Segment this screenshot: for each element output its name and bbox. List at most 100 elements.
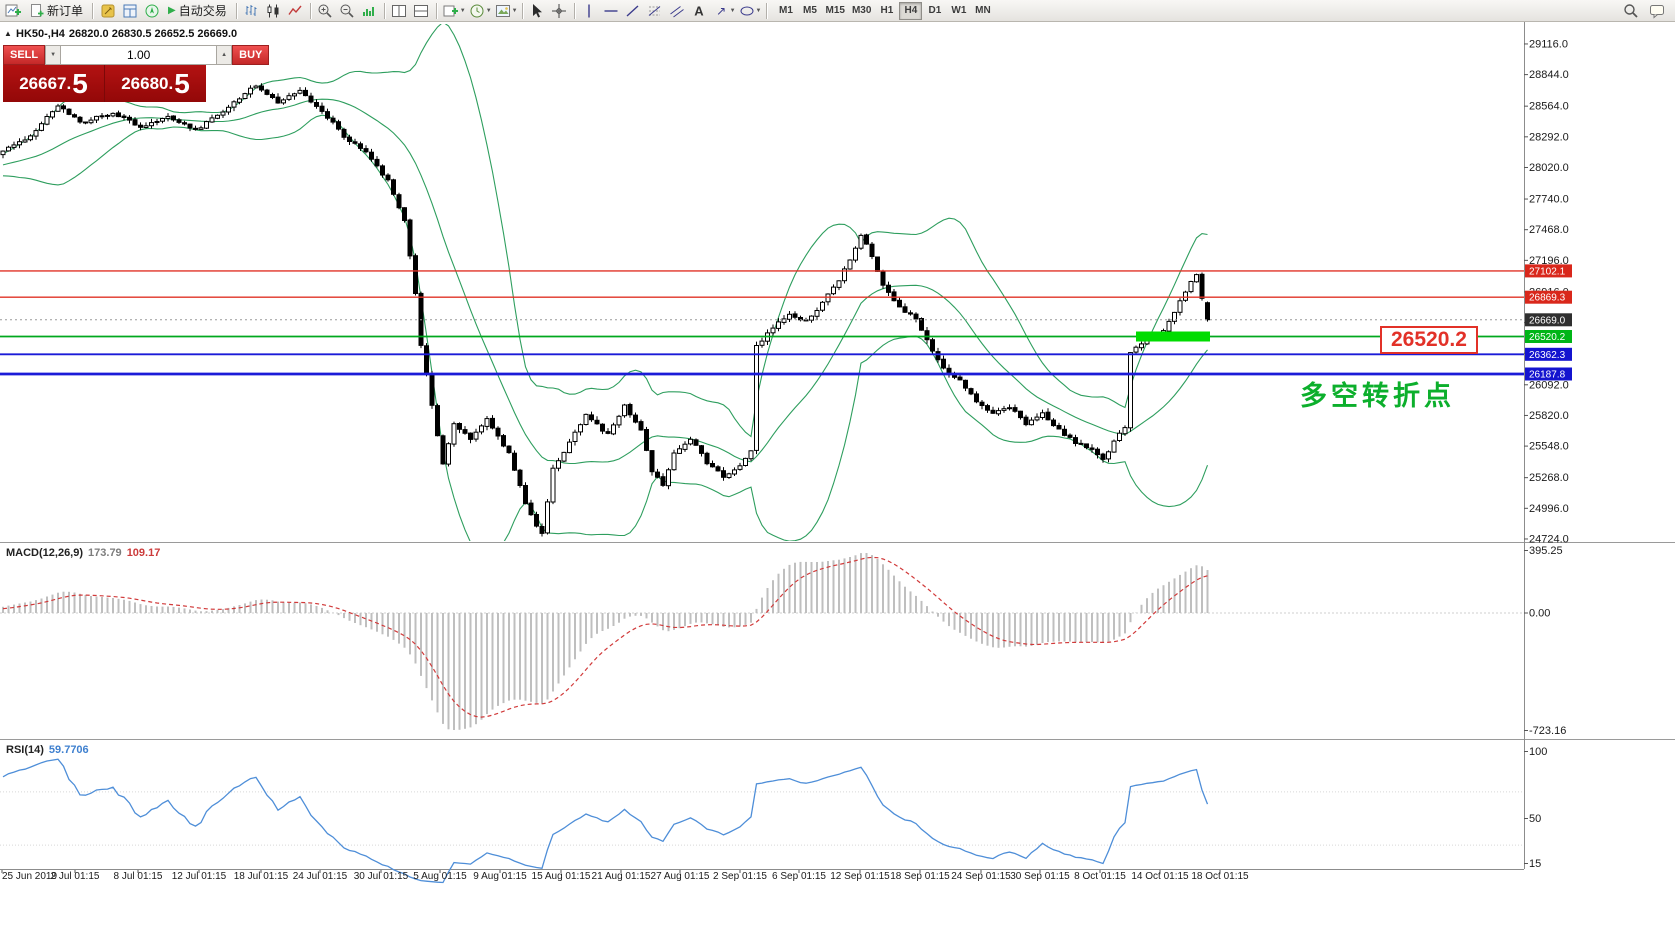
sell-button[interactable]: SELL — [3, 45, 46, 65]
svg-text:50: 50 — [1529, 813, 1541, 825]
navigator-icon[interactable] — [141, 1, 162, 21]
svg-text:8 Oct 01:15: 8 Oct 01:15 — [1074, 871, 1126, 882]
svg-text:26869.3: 26869.3 — [1529, 293, 1566, 304]
crosshair-icon[interactable] — [549, 1, 570, 21]
metaeditor-icon[interactable] — [97, 1, 118, 21]
timeframe-d1[interactable]: D1 — [923, 2, 946, 20]
shapes-tool-dropdown[interactable]: ▼ — [737, 1, 762, 21]
macd-value-main: 173.79 — [88, 547, 122, 559]
tile-vertical-icon[interactable] — [389, 1, 410, 21]
fibonacci-tool-icon[interactable] — [645, 1, 666, 21]
svg-text:29116.0: 29116.0 — [1529, 38, 1568, 50]
svg-text:395.25: 395.25 — [1529, 545, 1563, 557]
autotrading-play-icon: ▶ — [168, 5, 176, 16]
timeframe-m15[interactable]: M15 — [823, 2, 848, 20]
panel-separators[interactable] — [0, 22, 1675, 870]
svg-text:8 Jul 01:15: 8 Jul 01:15 — [114, 871, 163, 882]
rsi-name: RSI(14) — [6, 744, 44, 756]
new-order-button[interactable]: 新订单 — [24, 1, 88, 21]
tile-horizontal-icon[interactable] — [411, 1, 432, 21]
autotrading-label: 自动交易 — [178, 4, 227, 18]
price-scale[interactable]: 29116.0 28844.0 28564.0 28292.0 28020.0 27740… — [1524, 38, 1569, 870]
periods-dropdown[interactable]: ▼ — [467, 1, 492, 21]
svg-text:24724.0: 24724.0 — [1529, 534, 1569, 546]
volume-increase-button[interactable]: ▲ — [217, 45, 233, 65]
sell-price[interactable]: 26667. 5 — [3, 65, 105, 102]
svg-text:24 Jul 01:15: 24 Jul 01:15 — [293, 871, 348, 882]
text-tool-icon[interactable]: A — [689, 1, 710, 21]
svg-text:30 Jul 01:15: 30 Jul 01:15 — [354, 871, 409, 882]
buy-button[interactable]: BUY — [232, 45, 270, 65]
zoom-out-icon[interactable] — [337, 1, 358, 21]
line-chart-icon[interactable] — [285, 1, 306, 21]
svg-text:27468.0: 27468.0 — [1529, 224, 1569, 236]
panel-collapse-toggle[interactable]: ▲ — [4, 29, 12, 38]
macd-value-signal: 109.17 — [126, 547, 161, 559]
indicators-icon[interactable] — [359, 1, 380, 21]
svg-text:26187.8: 26187.8 — [1529, 370, 1566, 381]
new-order-icon — [29, 1, 44, 21]
timeframe-m30[interactable]: M30 — [849, 2, 874, 20]
turning-point-annotation[interactable]: 多空转折点 — [1300, 381, 1455, 411]
svg-text:26362.3: 26362.3 — [1529, 350, 1566, 361]
svg-text:30 Sep 01:15: 30 Sep 01:15 — [1010, 871, 1070, 882]
timeframe-m1[interactable]: M1 — [775, 2, 798, 20]
toolbar-separator — [309, 2, 311, 19]
search-icon[interactable] — [1620, 1, 1641, 21]
svg-text:A: A — [694, 3, 704, 18]
cursor-icon[interactable] — [527, 1, 548, 21]
rsi-value: 59.7706 — [48, 744, 89, 756]
svg-text:28564.0: 28564.0 — [1529, 101, 1569, 113]
toolbar-separator — [573, 2, 575, 19]
candles — [0, 83, 1210, 537]
horizontal-line-tool-icon[interactable] — [601, 1, 622, 21]
svg-text:27196.0: 27196.0 — [1529, 255, 1569, 267]
bar-chart-icon[interactable] — [241, 1, 262, 21]
svg-text:26520.2: 26520.2 — [1529, 332, 1566, 343]
svg-text:25 Jun 2019: 25 Jun 2019 — [2, 871, 57, 882]
volume-input[interactable] — [60, 45, 218, 65]
chat-icon[interactable] — [1646, 1, 1667, 21]
templates-dropdown[interactable]: ▼ — [493, 1, 518, 21]
horizontal-line-objects[interactable] — [0, 270, 1524, 376]
svg-text:28844.0: 28844.0 — [1529, 69, 1569, 81]
price-callout-label[interactable]: 26520.2 — [1380, 326, 1478, 354]
sell-price-pips: 5 — [72, 67, 88, 99]
new-order-label: 新订单 — [47, 4, 84, 18]
svg-text:15: 15 — [1529, 858, 1541, 870]
timeframe-h4[interactable]: H4 — [899, 1, 923, 20]
price-tags: 27102.1 26869.3 26669.0 26520.2 26362.3 26187… — [1525, 264, 1572, 381]
chart-canvas[interactable]: 29116.0 28844.0 28564.0 28292.0 28020.0 27740… — [0, 22, 1675, 951]
svg-text:12 Sep 01:15: 12 Sep 01:15 — [830, 871, 890, 882]
svg-text:0.00: 0.00 — [1529, 608, 1550, 620]
one-click-trade-panel: SELL ▼ ▲ BUY 26667. 5 26680. 5 — [3, 45, 270, 102]
arrows-tool-dropdown[interactable]: ↗ ▼ — [711, 1, 735, 21]
svg-text:25548.0: 25548.0 — [1529, 441, 1569, 453]
trendline-tool-icon[interactable] — [623, 1, 644, 21]
timeframe-h1[interactable]: H1 — [875, 2, 898, 20]
channel-tool-icon[interactable] — [667, 1, 688, 21]
toolbar-separator — [92, 2, 94, 19]
svg-text:27 Aug 01:15: 27 Aug 01:15 — [651, 871, 710, 882]
svg-text:25268.0: 25268.0 — [1529, 472, 1569, 484]
timeframe-toolbar: M1 M5 M15 M30 H1 H4 D1 W1 MN — [775, 1, 995, 20]
macd-name: MACD(12,26,9) — [6, 547, 84, 559]
toolbar-right — [1620, 1, 1673, 21]
vertical-line-tool-icon[interactable] — [579, 1, 600, 21]
toolbar-separator — [383, 2, 385, 19]
svg-text:6 Sep 01:15: 6 Sep 01:15 — [772, 871, 826, 882]
dropdown-arrow-icon: ▼ — [755, 7, 762, 14]
dropdown-arrow-icon: ▼ — [459, 7, 466, 14]
new-chart-dropdown[interactable]: ▼ — [441, 1, 466, 21]
data-window-icon[interactable] — [119, 1, 140, 21]
new-chart-icon[interactable] — [2, 1, 23, 21]
timeframe-m5[interactable]: M5 — [799, 2, 822, 20]
buy-price[interactable]: 26680. 5 — [105, 65, 206, 102]
volume-decrease-button[interactable]: ▼ — [45, 45, 61, 65]
timeframe-w1[interactable]: W1 — [947, 2, 970, 20]
autotrading-button[interactable]: ▶ 自动交易 — [163, 1, 232, 21]
zoom-in-icon[interactable] — [315, 1, 336, 21]
timeframe-mn[interactable]: MN — [971, 2, 994, 20]
candlestick-chart-icon[interactable] — [263, 1, 284, 21]
